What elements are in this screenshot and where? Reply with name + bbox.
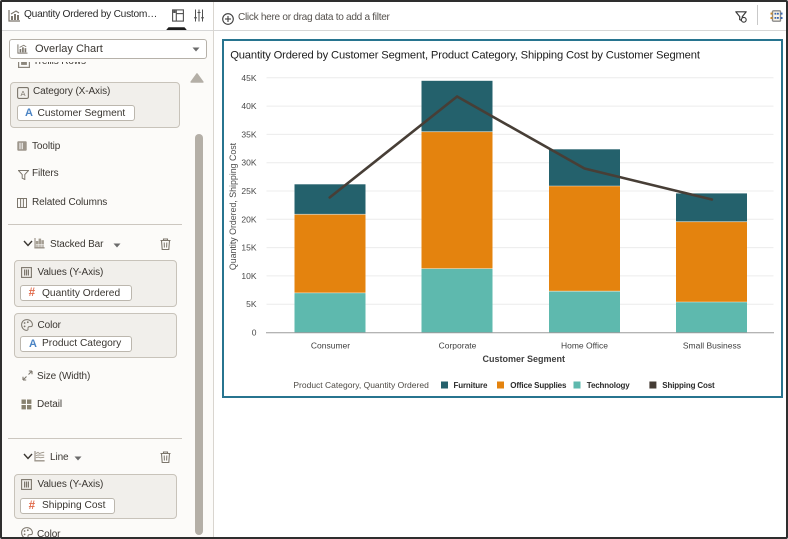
svg-text:5K: 5K [246,299,257,309]
svg-text:Furniture: Furniture [453,381,487,390]
svg-text:Corporate: Corporate [438,340,476,350]
svg-text:Small Business: Small Business [682,340,740,350]
svg-text:Product Category, Quantity Ord: Product Category, Quantity Ordered [293,380,429,390]
svg-text:35K: 35K [241,129,256,139]
svg-text:Shipping Cost: Shipping Cost [662,381,715,390]
svg-text:Quantity Ordered, Shipping Cos: Quantity Ordered, Shipping Cost [228,142,238,270]
svg-text:Office Supplies: Office Supplies [510,381,567,390]
svg-text:10K: 10K [241,270,256,280]
svg-text:15K: 15K [241,242,256,252]
svg-text:Quantity Ordered by Customer S: Quantity Ordered by Customer Segment, Pr… [230,49,701,61]
svg-text:Consumer: Consumer [310,340,349,350]
svg-text:Home Office: Home Office [560,340,607,350]
svg-text:0: 0 [251,327,256,337]
svg-text:Customer Segment: Customer Segment [482,354,565,364]
svg-text:40K: 40K [241,101,256,111]
svg-text:30K: 30K [241,157,256,167]
svg-text:45K: 45K [241,72,256,82]
svg-text:Technology: Technology [586,381,629,390]
svg-text:25K: 25K [241,186,256,196]
svg-text:20K: 20K [241,214,256,224]
svg-text:A: A [20,88,25,97]
